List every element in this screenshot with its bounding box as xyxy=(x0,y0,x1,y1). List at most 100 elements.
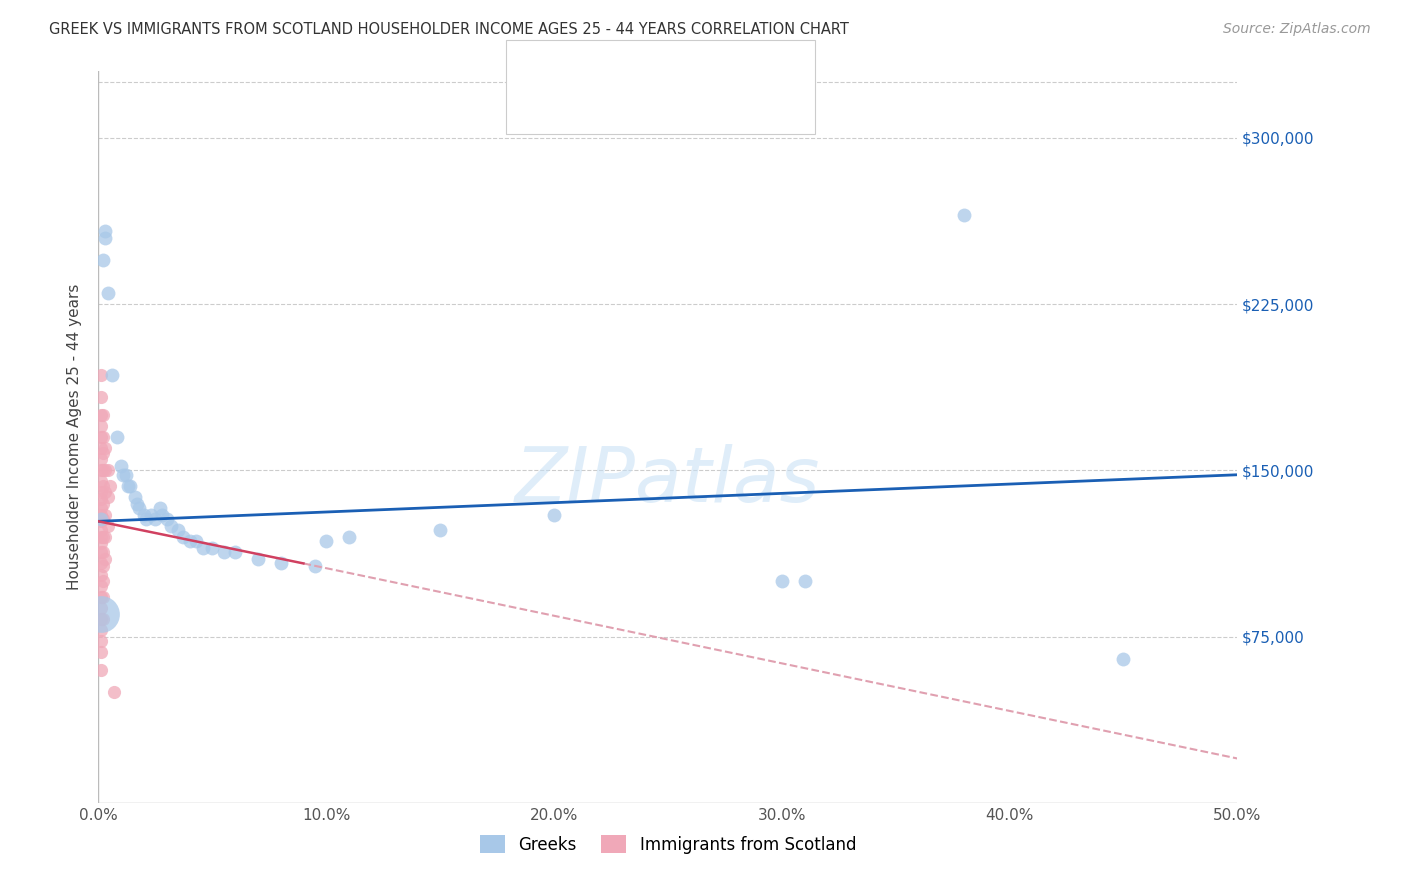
Point xyxy=(90,623,112,637)
Point xyxy=(179,534,201,549)
Point xyxy=(91,479,114,493)
Point xyxy=(94,441,117,455)
Point xyxy=(96,463,118,477)
Point xyxy=(91,512,114,526)
Point xyxy=(94,508,117,522)
Text: Source: ZipAtlas.com: Source: ZipAtlas.com xyxy=(1223,22,1371,37)
Point xyxy=(103,685,125,699)
Point xyxy=(90,430,112,444)
Point xyxy=(91,530,114,544)
Point xyxy=(953,209,976,223)
Text: 0.047: 0.047 xyxy=(606,59,662,77)
Point xyxy=(127,497,149,511)
Point xyxy=(117,479,139,493)
Point xyxy=(90,512,112,526)
Point xyxy=(132,508,155,522)
Point xyxy=(91,612,114,626)
Text: ZIPatlas: ZIPatlas xyxy=(515,444,821,518)
Point xyxy=(90,508,112,522)
Point xyxy=(224,545,246,559)
Point xyxy=(135,512,157,526)
Text: N =: N = xyxy=(659,99,696,117)
Text: 52: 52 xyxy=(696,99,721,117)
Point xyxy=(1112,651,1135,665)
Point xyxy=(172,530,194,544)
Point xyxy=(91,590,114,604)
Point xyxy=(112,467,135,482)
Point xyxy=(94,552,117,566)
Point xyxy=(145,512,167,526)
Point xyxy=(186,534,208,549)
Point xyxy=(90,485,112,500)
Point xyxy=(543,508,565,522)
Point xyxy=(94,485,117,500)
Point xyxy=(90,645,112,659)
Point xyxy=(90,523,112,537)
Point xyxy=(90,441,112,455)
Point xyxy=(337,530,360,544)
Point xyxy=(96,285,118,300)
Point xyxy=(91,463,114,477)
Point xyxy=(94,224,117,238)
Text: R =: R = xyxy=(567,59,603,77)
Point xyxy=(167,523,190,537)
Point xyxy=(91,445,114,459)
Point xyxy=(94,463,117,477)
Point xyxy=(90,501,112,516)
Point xyxy=(90,567,112,582)
Point xyxy=(91,574,114,589)
Point xyxy=(90,536,112,550)
Point xyxy=(90,492,112,507)
Point xyxy=(270,557,292,571)
Point xyxy=(793,574,815,589)
Point xyxy=(91,430,114,444)
Point xyxy=(124,490,146,504)
Point xyxy=(90,408,112,422)
Point xyxy=(90,514,112,528)
Point xyxy=(90,600,112,615)
Point xyxy=(91,252,114,267)
Legend: Greeks, Immigrants from Scotland: Greeks, Immigrants from Scotland xyxy=(472,829,863,860)
Point xyxy=(96,518,118,533)
Point xyxy=(98,479,121,493)
Point xyxy=(160,518,183,533)
Point xyxy=(304,558,326,573)
Point xyxy=(91,408,114,422)
Point xyxy=(770,574,793,589)
Point xyxy=(94,530,117,544)
Point xyxy=(110,458,132,473)
Point xyxy=(212,545,235,559)
Point xyxy=(90,390,112,404)
Point xyxy=(90,612,112,626)
Text: GREEK VS IMMIGRANTS FROM SCOTLAND HOUSEHOLDER INCOME AGES 25 - 44 YEARS CORRELAT: GREEK VS IMMIGRANTS FROM SCOTLAND HOUSEH… xyxy=(49,22,849,37)
Point xyxy=(96,490,118,504)
Point xyxy=(128,501,150,516)
Point xyxy=(91,558,114,573)
Point xyxy=(90,634,112,648)
Point xyxy=(90,607,112,622)
Point xyxy=(156,512,179,526)
Point xyxy=(94,230,117,244)
Point xyxy=(101,368,124,382)
Point xyxy=(150,508,173,522)
Text: N =: N = xyxy=(659,59,696,77)
Point xyxy=(105,430,128,444)
Text: -0.156: -0.156 xyxy=(606,99,671,117)
Point xyxy=(91,545,114,559)
Point xyxy=(149,501,172,516)
Point xyxy=(91,497,114,511)
Point xyxy=(139,508,162,522)
Point xyxy=(315,534,337,549)
Point xyxy=(90,590,112,604)
Y-axis label: Householder Income Ages 25 - 44 years: Householder Income Ages 25 - 44 years xyxy=(67,284,83,591)
Point xyxy=(114,467,136,482)
Point xyxy=(201,541,224,555)
Point xyxy=(90,463,112,477)
Text: 40: 40 xyxy=(696,59,721,77)
Text: R =: R = xyxy=(567,99,603,117)
Point xyxy=(90,368,112,382)
Point xyxy=(90,578,112,592)
Point xyxy=(429,523,451,537)
Point xyxy=(90,530,112,544)
Point xyxy=(90,419,112,434)
